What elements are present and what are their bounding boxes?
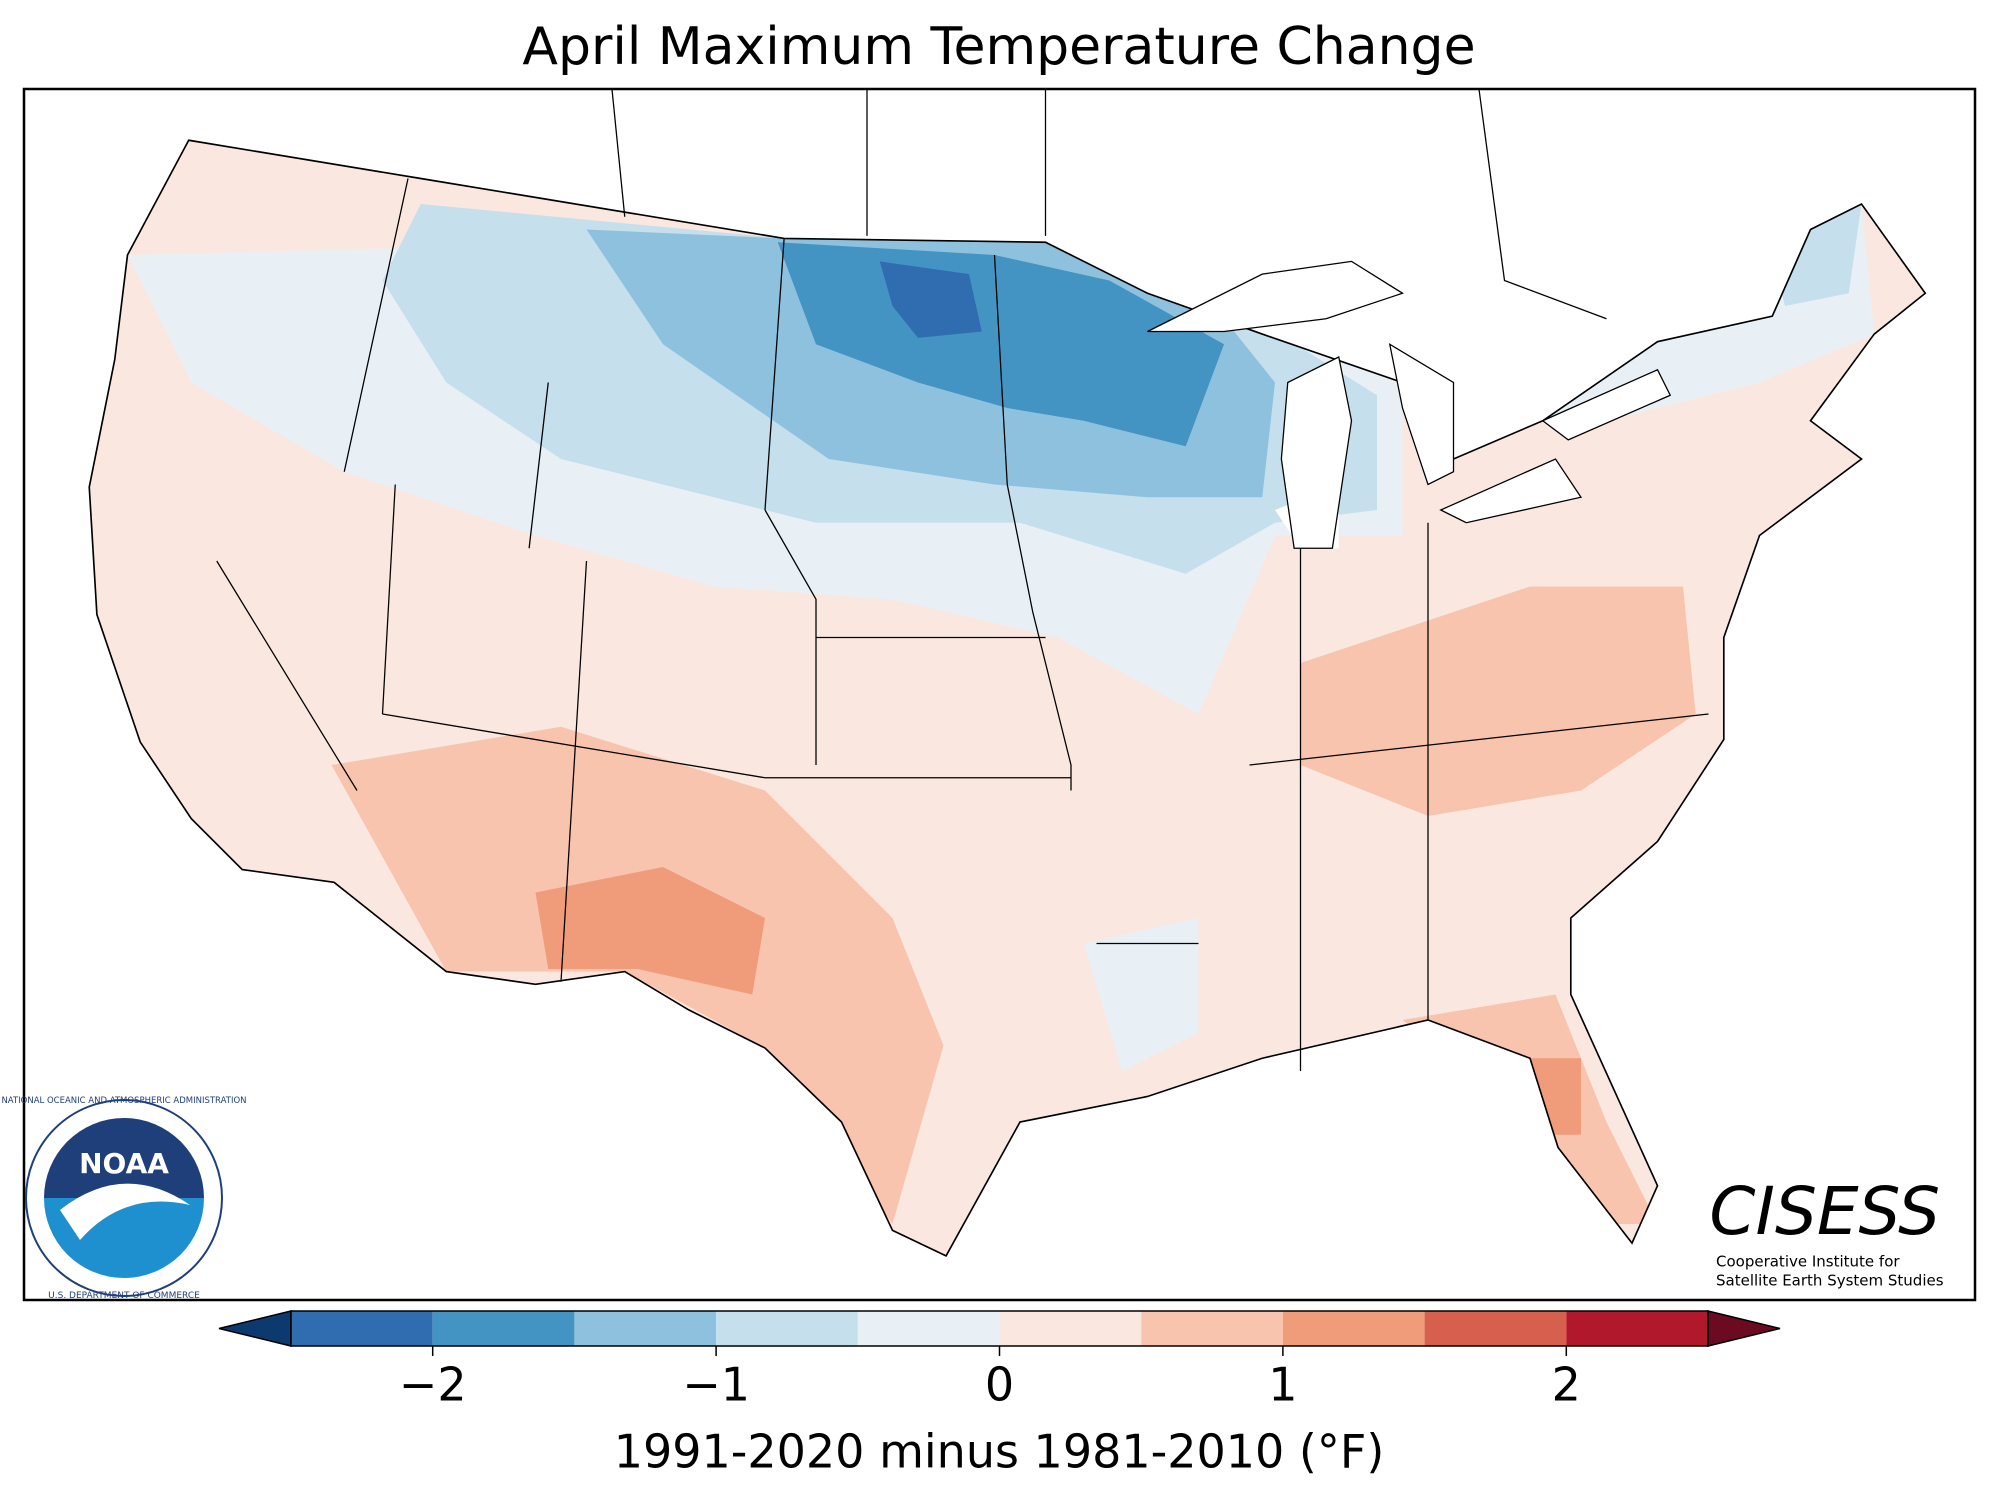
cisess-name: CISESS (1709, 1173, 1940, 1250)
colorbar-bin (999, 1311, 1142, 1346)
noaa-ring-top: NATIONAL OCEANIC AND ATMOSPHERIC ADMINIS… (1, 1096, 246, 1106)
colorbar-tick-label: 0 (985, 1358, 1014, 1412)
colorbar-tick-label: 2 (1552, 1358, 1581, 1412)
colorbar-bin (1424, 1311, 1567, 1346)
cisess-line1: Cooperative Institute for (1716, 1253, 1900, 1271)
colorbar-bin (432, 1311, 575, 1346)
colorbar: −2 −1 0 1 2 (218, 1310, 1781, 1412)
map-title: April Maximum Temperature Change (522, 17, 1475, 77)
colorbar-label: 1991-2020 minus 1981-2010 (°F) (614, 1425, 1385, 1479)
colorbar-bin (716, 1311, 858, 1346)
cisess-line2: Satellite Earth System Studies (1716, 1272, 1944, 1290)
great-lakes (1147, 260, 1672, 549)
colorbar-bin (574, 1311, 717, 1346)
noaa-name: NOAA (79, 1147, 169, 1180)
noaa-logo: NOAA NATIONAL OCEANIC AND ATMOSPHERIC AD… (1, 1096, 246, 1301)
colorbar-tick-label: 1 (1268, 1358, 1297, 1412)
colorbar-over (1707, 1310, 1781, 1347)
colorbar-under (218, 1310, 292, 1347)
colorbar-bin (1566, 1311, 1708, 1346)
colorbar-tick-label: −1 (682, 1358, 750, 1412)
colorbar-tick-label: −2 (399, 1358, 467, 1412)
state-borders (216, 89, 1709, 1071)
colorbar-bin (291, 1311, 433, 1346)
cisess-logo: CISESS Cooperative Institute for Satelli… (1709, 1173, 1943, 1289)
colorbar-bin (857, 1311, 1000, 1346)
noaa-ring-bottom: U.S. DEPARTMENT OF COMMERCE (48, 1291, 200, 1301)
colorbar-bin (1141, 1311, 1283, 1346)
colorbar-bin (1282, 1311, 1425, 1346)
